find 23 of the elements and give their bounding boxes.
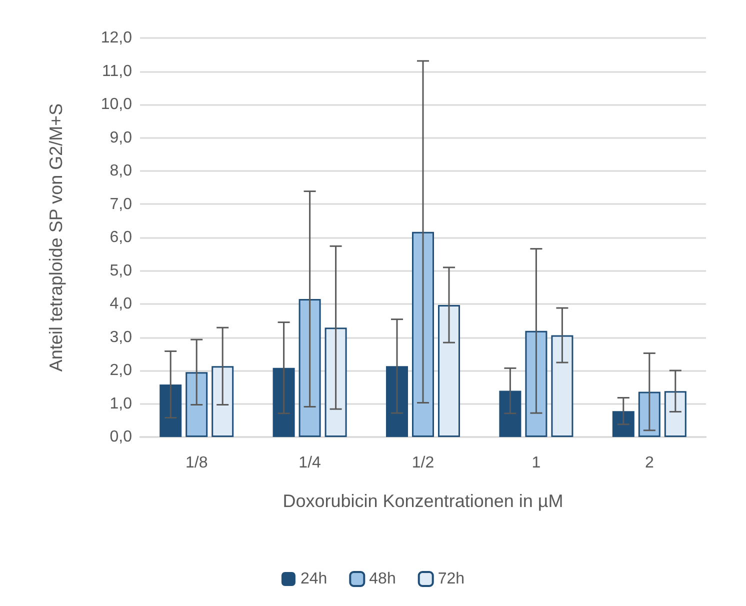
y-tick-label: 9,0 [110,129,132,146]
x-tick-label: 1/4 [298,454,322,472]
legend-label: 24h [300,570,328,588]
x-tick-label: 2 [644,454,654,472]
y-tick-label: 4,0 [110,296,132,312]
y-axis-title: Anteil tetraploide SP von G2/M+S [46,103,66,372]
y-tick-label: 8,0 [110,162,132,180]
y-tick-label: 3,0 [110,328,132,346]
y-tick-label: 7,0 [110,196,132,213]
y-tick-label: 2,0 [110,362,132,379]
x-tick-label: 1/8 [185,454,208,472]
y-tick-label: 11,0 [102,62,132,80]
legend-label: 72h [438,570,465,588]
x-tick-label: 1/2 [412,454,434,472]
y-tick-label: 0,0 [110,428,132,446]
y-tick-label: 6,0 [110,229,132,246]
y-tick-label: 10,0 [100,96,132,113]
y-tick-label: 12,0 [100,30,132,46]
x-axis-title: Doxorubicin Konzentrationen in µM [282,491,564,511]
y-tick-label: 5,0 [110,262,132,280]
y-tick-label: 1,0 [110,395,132,412]
legend-label: 48h [369,570,396,588]
x-tick-label: 1 [532,454,541,472]
